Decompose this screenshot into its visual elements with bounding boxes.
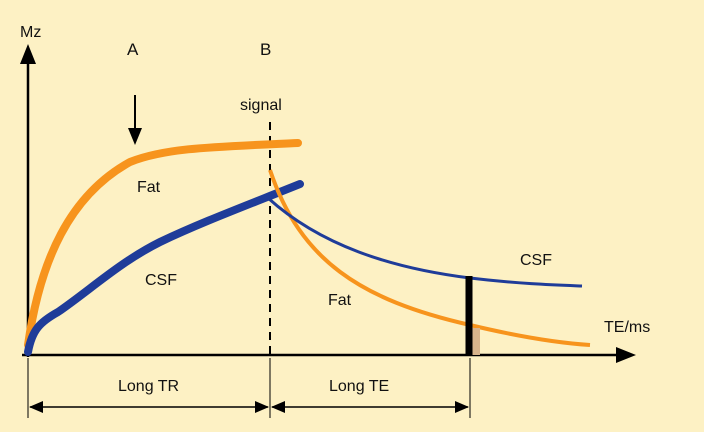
csf-decay-curve [266,196,583,288]
fat-decay-label: Fat [328,292,352,309]
csf-recovery-curve [24,180,304,356]
long-te-right-arrow-icon [455,401,469,413]
marker-a-label: A [127,40,139,59]
long-te-left-arrow-icon [271,401,285,413]
fat-recovery-curve [24,139,302,349]
long-te-label: Long TE [329,378,389,395]
signal-label: signal [240,97,282,114]
long-tr-right-arrow-icon [255,401,269,413]
fat-recovery-label: Fat [137,179,161,196]
y-axis-arrow-icon [20,44,36,64]
fat-residual-signal-bar [472,328,480,355]
y-axis-label: Mz [20,24,41,41]
marker-b-label: B [260,40,271,59]
csf-decay-label: CSF [520,252,552,269]
csf-recovery-label: CSF [145,272,177,289]
long-tr-left-arrow-icon [29,401,43,413]
x-axis-label: TE/ms [604,319,650,336]
long-tr-label: Long TR [118,378,179,395]
fat-decay-curve [268,169,591,347]
down-arrow-icon [128,128,142,145]
x-axis-arrow-icon [616,347,636,363]
